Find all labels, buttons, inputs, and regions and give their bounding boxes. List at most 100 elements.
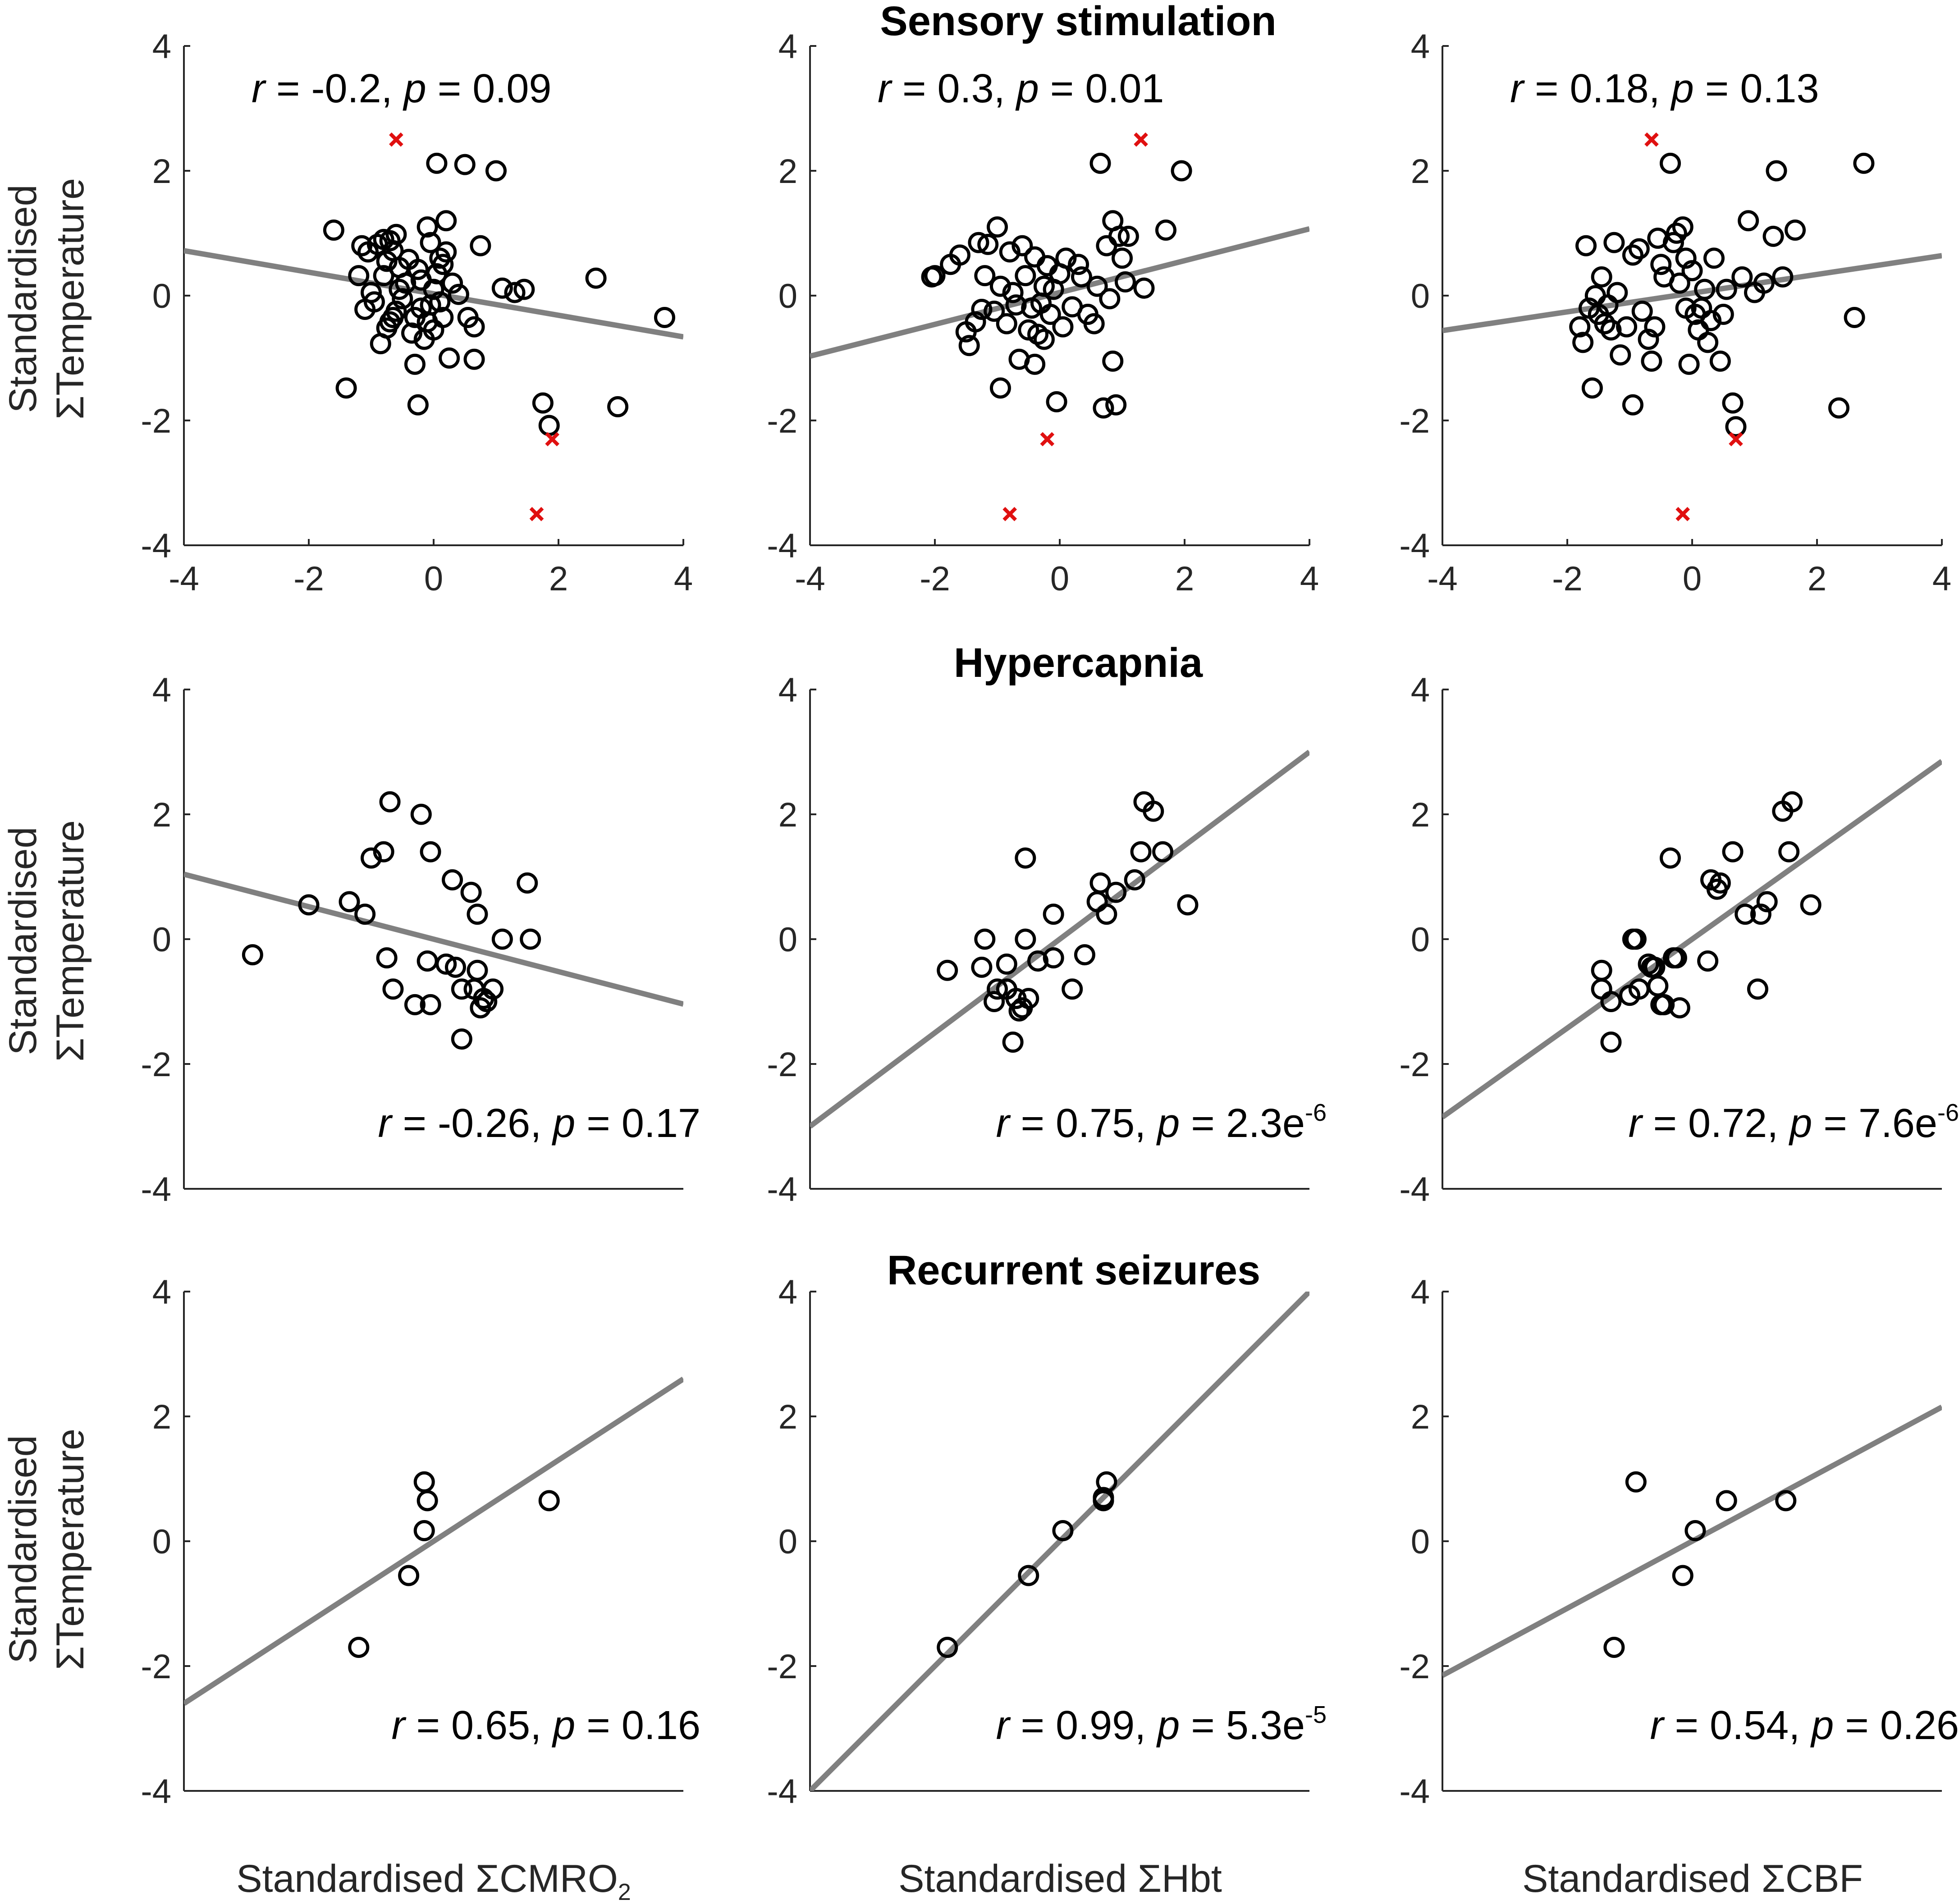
data-point [1039,304,1061,325]
data-point [1666,947,1687,969]
data-point [937,959,958,981]
data-point [1089,872,1111,894]
data-point [1043,904,1064,925]
y-tick-label: 2 [778,796,797,834]
y-tick-label: 0 [152,921,171,959]
data-point [1669,997,1690,1018]
data-point [1074,944,1095,966]
data-point [351,235,373,256]
data-point [382,978,404,1000]
data-point [1778,841,1800,863]
row-title-seizures: Recurrent seizures [887,1247,1260,1293]
data-point [1105,394,1127,416]
data-point [1735,904,1756,925]
y-tick-label: -2 [1399,1648,1430,1686]
data-point [1569,316,1591,338]
data-point [1625,928,1647,950]
correlation-stat: r = 0.18, p = 0.13 [1510,66,1819,111]
data-point [989,377,1011,399]
data-point [1033,329,1055,350]
y-tick-label: 2 [152,1398,171,1436]
y-tick-label: 2 [152,152,171,191]
correlation-stat: r = -0.2, p = 0.09 [252,66,551,111]
correlation-stat: r = 0.3, p = 0.01 [878,66,1164,111]
data-point [1002,282,1024,303]
data-point [1666,223,1687,244]
data-point [1747,978,1768,1000]
data-point [1002,1032,1024,1053]
data-point [1675,247,1697,269]
x-tick-label: 0 [1050,560,1069,598]
data-point [1772,266,1794,288]
data-point [1828,397,1849,419]
data-point [1033,275,1055,297]
data-point [971,956,993,978]
regression-line [184,1376,683,1706]
data-point [463,348,485,370]
data-point [974,928,996,950]
data-point [420,841,441,863]
x-tick-label: -4 [169,560,199,598]
data-point [1844,306,1865,328]
data-point [1678,353,1700,375]
data-point [435,953,457,975]
data-point [1572,332,1594,353]
data-point [1625,1471,1647,1493]
ylabel-row-2-line2: ΣTemperature [49,820,92,1062]
y-tick-label: -4 [767,1170,797,1209]
x-tick-label: 0 [1683,560,1702,598]
panel-hypercapnia-cbf: -4 -2 0 2 4 r = 0.72, p = 7.6e-6 [1399,671,1959,1209]
data-point [1700,310,1722,331]
data-point [958,335,980,356]
data-point [1102,350,1124,372]
data-point [376,251,398,272]
data-point [1725,416,1747,438]
data-point [491,277,513,299]
data-point [1105,881,1127,903]
data-point [1052,1520,1074,1541]
data-point [1622,394,1643,416]
data-point [376,947,398,969]
data-point [1027,950,1049,972]
y-tick-label: 4 [1411,671,1430,709]
data-point [1600,319,1622,341]
y-tick-label: 2 [1411,1398,1430,1436]
data-point [1055,247,1077,269]
data-point [1703,247,1725,269]
data-point [1083,313,1105,334]
data-point [348,1636,370,1658]
data-point [1015,847,1036,869]
data-point [1117,225,1139,247]
y-tick-label: -2 [141,1648,171,1686]
x-tick-label: 4 [1932,560,1951,598]
data-point [924,265,946,287]
data-point [1853,152,1875,174]
data-point [996,953,1017,975]
data-point [1785,219,1806,241]
data-point [517,872,538,894]
y-tick-label: -2 [141,1046,171,1084]
data-point [1171,160,1192,182]
data-point [989,275,1011,297]
y-tick-label: 2 [1411,796,1430,834]
data-point [460,881,482,903]
data-point [1722,392,1744,414]
data-point [1628,238,1650,260]
data-point [491,928,513,950]
data-point [407,259,429,280]
data-point [1731,266,1753,288]
data-point [996,313,1017,334]
x-tick-label: -2 [920,560,950,598]
data-point [470,235,491,256]
data-point [417,216,438,238]
data-point [1669,272,1690,294]
data-point [1143,800,1164,822]
data-point [984,301,1005,322]
panel-hypercapnia-hbt: -4 -2 0 2 4 r = 0.75, p = 2.3e-6 [767,671,1327,1209]
data-point [999,241,1021,263]
y-tick-label: 0 [778,921,797,959]
data-point [971,298,993,320]
y-tick-label: 0 [152,1523,171,1561]
y-tick-label: 4 [778,1273,797,1311]
y-tick-label: 4 [778,27,797,66]
